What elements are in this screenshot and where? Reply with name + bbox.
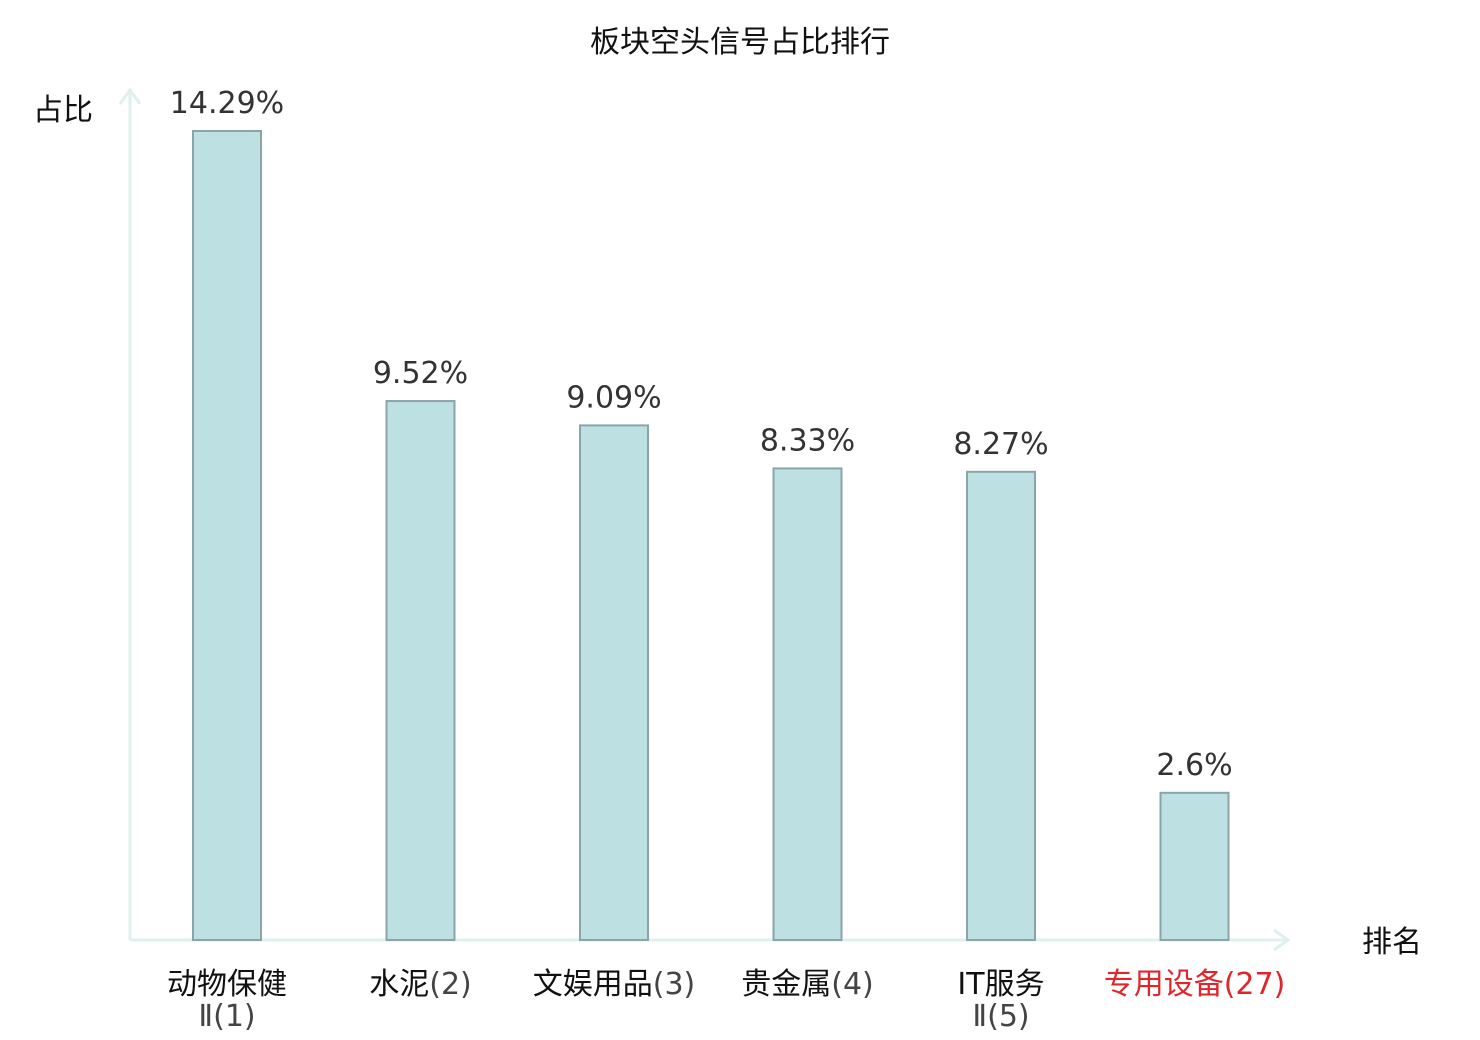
x-tick-label: 水泥(2) — [369, 967, 472, 1002]
bar — [192, 130, 262, 941]
x-tick-label-line: 动物保健 — [167, 967, 287, 1002]
x-tick-label-line: 专用设备(27) — [1104, 967, 1286, 1002]
y-axis-arrow-icon — [118, 87, 142, 105]
x-tick-label: 贵金属(4) — [741, 967, 874, 1002]
data-label: 14.29% — [170, 86, 284, 121]
x-tick-label: 文娱用品(3) — [533, 967, 696, 1002]
x-tick-label-line: IT服务 — [957, 967, 1044, 1002]
bars — [192, 130, 1230, 942]
value-labels: 14.29% 9.52% 9.09% 8.33% 8.27% 2.6% — [170, 86, 1233, 783]
bar — [1159, 791, 1230, 941]
data-label: 2.6% — [1156, 748, 1232, 783]
data-label: 9.09% — [566, 380, 661, 415]
x-tick-label: 专用设备(27) — [1104, 967, 1286, 1002]
x-tick-label-line: 水泥(2) — [369, 967, 472, 1002]
data-label: 8.27% — [953, 427, 1048, 462]
bar — [966, 470, 1036, 941]
data-label: 8.33% — [760, 423, 855, 458]
bar — [772, 467, 843, 941]
x-axis-arrow-icon — [1273, 928, 1291, 952]
x-axis-label: 排名 — [1362, 925, 1422, 960]
y-axis-label: 占比 — [33, 93, 93, 128]
x-tick-label-line: Ⅱ(5) — [972, 999, 1029, 1034]
chart-title: 板块空头信号占比排行 — [590, 25, 890, 60]
data-label: 9.52% — [373, 356, 468, 391]
x-tick-label-line: 文娱用品(3) — [533, 967, 696, 1002]
x-tick-label-line: Ⅱ(1) — [198, 999, 255, 1034]
bar — [579, 424, 649, 941]
bar — [385, 400, 456, 942]
axes — [118, 87, 1291, 952]
x-tick-label-line: 贵金属(4) — [741, 967, 874, 1002]
